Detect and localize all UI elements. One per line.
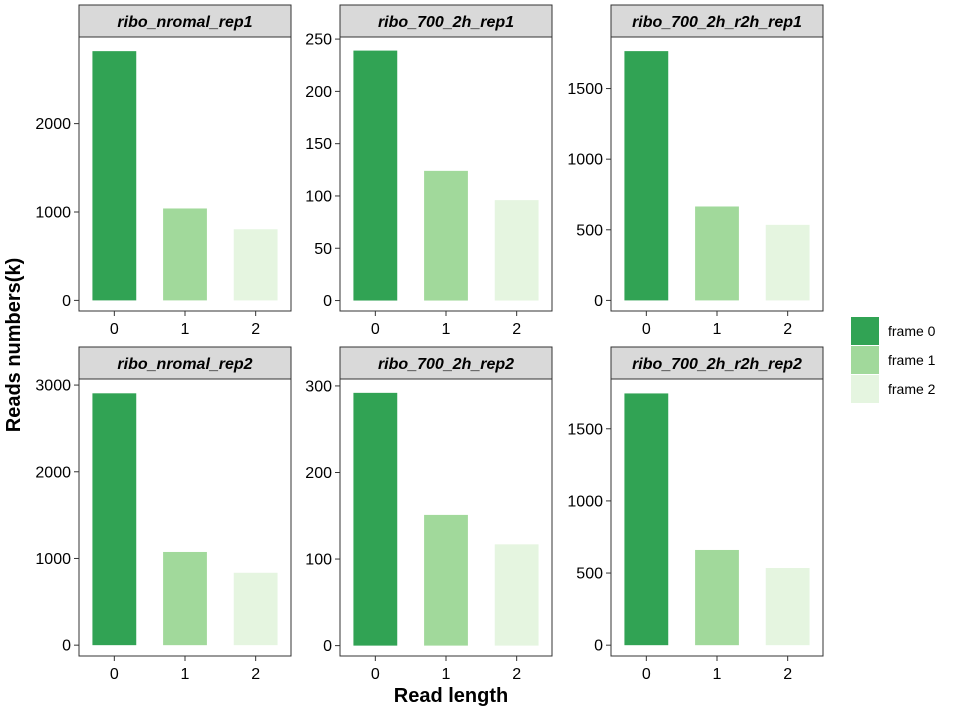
bar-frame-0 (624, 51, 669, 301)
x-tick-label: 0 (371, 321, 380, 338)
bar-frame-2 (494, 200, 539, 301)
y-tick-label: 1500 (567, 81, 603, 98)
y-tick-label: 200 (305, 465, 332, 482)
x-tick-label: 1 (713, 321, 722, 338)
panel-strip (78, 4, 292, 38)
bar-frame-0 (92, 393, 137, 646)
y-tick-label: 50 (314, 241, 332, 258)
bar-frame-0 (92, 51, 137, 301)
panel-title: ribo_700_2h_rep1 (378, 14, 514, 31)
panel-title: ribo_nromal_rep2 (117, 356, 252, 373)
y-tick-label: 150 (305, 136, 332, 153)
legend-key-1 (851, 346, 879, 374)
y-tick-label: 500 (576, 566, 603, 583)
y-tick-label: 0 (62, 293, 71, 310)
x-tick-label: 0 (371, 666, 380, 683)
y-tick-label: 2000 (35, 116, 71, 133)
y-tick-label: 500 (576, 222, 603, 239)
x-tick-label: 1 (442, 321, 451, 338)
x-tick-label: 2 (512, 321, 521, 338)
x-tick-label: 2 (783, 666, 792, 683)
panel-2: ribo_700_2h_rep1 0 50 100 150 200 250 0 1 2 (305, 4, 553, 338)
y-tick-label: 0 (62, 638, 71, 655)
panel-title: ribo_700_2h_r2h_rep1 (632, 14, 802, 31)
y-tick-label: 0 (323, 638, 332, 655)
bar-frame-2 (765, 567, 810, 646)
panel-1: ribo_nromal_rep1 0 1000 2000 0 1 2 (35, 4, 292, 338)
y-tick-label: 1000 (567, 152, 603, 169)
bar-frame-2 (233, 229, 278, 301)
panel-strip (339, 4, 553, 38)
y-tick-label: 2000 (35, 464, 71, 481)
bar-frame-1 (424, 170, 468, 301)
legend-label: frame 1 (888, 352, 936, 368)
bar-frame-2 (494, 544, 539, 646)
bar-frame-1 (163, 208, 207, 301)
y-tick-label: 1000 (35, 551, 71, 568)
panel-3: ribo_700_2h_r2h_rep1 0 500 1000 1500 0 1 2 (567, 4, 824, 338)
panel-strip (339, 346, 553, 380)
panel-5: ribo_700_2h_rep2 0 100 200 300 0 1 2 (305, 346, 553, 683)
x-tick-label: 1 (181, 321, 190, 338)
x-tick-label: 0 (642, 321, 651, 338)
legend-key-2 (851, 375, 879, 403)
y-tick-label: 100 (305, 188, 332, 205)
legend-label: frame 0 (888, 323, 936, 339)
x-tick-label: 0 (642, 666, 651, 683)
panel-title: ribo_nromal_rep1 (117, 14, 252, 31)
x-tick-label: 1 (181, 666, 190, 683)
bar-frame-0 (624, 393, 669, 646)
panel-4: ribo_nromal_rep2 0 1000 2000 3000 0 1 2 (35, 346, 292, 683)
x-tick-label: 2 (251, 321, 260, 338)
y-tick-label: 0 (323, 293, 332, 310)
y-tick-label: 0 (594, 638, 603, 655)
x-tick-label: 2 (251, 666, 260, 683)
y-tick-label: 1500 (567, 421, 603, 438)
x-axis-title: Read length (394, 685, 508, 707)
bar-frame-0 (353, 392, 398, 646)
y-tick-label: 250 (305, 32, 332, 49)
panel-title: ribo_700_2h_r2h_rep2 (632, 356, 802, 373)
bar-frame-0 (353, 50, 398, 301)
legend-label: frame 2 (888, 381, 936, 397)
bar-frame-2 (233, 572, 278, 646)
y-tick-label: 0 (594, 293, 603, 310)
y-tick-label: 300 (305, 378, 332, 395)
panel-6: ribo_700_2h_r2h_rep2 0 500 1000 1500 0 1 2 (567, 346, 824, 683)
legend: frame 0 frame 1 frame 2 (851, 317, 936, 403)
bar-frame-1 (163, 551, 207, 646)
y-tick-label: 1000 (35, 205, 71, 222)
y-axis-title: Reads numbers(k) (3, 258, 25, 433)
x-tick-label: 1 (713, 666, 722, 683)
legend-key-0 (851, 317, 879, 345)
x-tick-label: 2 (783, 321, 792, 338)
x-tick-label: 0 (110, 321, 119, 338)
x-tick-label: 1 (442, 666, 451, 683)
bar-frame-2 (765, 224, 810, 301)
bar-frame-1 (695, 549, 739, 646)
bar-frame-1 (424, 514, 468, 646)
y-tick-label: 3000 (35, 378, 71, 395)
x-tick-label: 0 (110, 666, 119, 683)
x-tick-label: 2 (512, 666, 521, 683)
y-tick-label: 200 (305, 84, 332, 101)
y-tick-label: 1000 (567, 493, 603, 510)
panel-title: ribo_700_2h_rep2 (378, 356, 514, 373)
y-tick-label: 100 (305, 552, 332, 569)
bar-frame-1 (695, 206, 739, 301)
